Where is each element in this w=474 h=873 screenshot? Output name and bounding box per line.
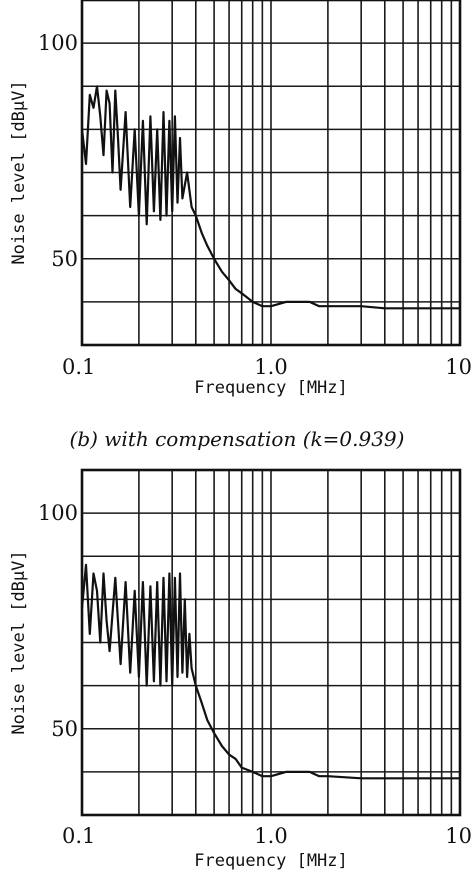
y-gridlines	[82, 512, 460, 773]
y-tick-label: 100	[38, 501, 78, 525]
noise-trace	[80, 85, 460, 310]
y-tick-label: 50	[51, 717, 78, 741]
y-tick-label: 50	[51, 247, 78, 271]
x-axis-label: Frequency [MHz]	[194, 378, 348, 398]
x-tick-label: 0.1	[62, 824, 95, 848]
x-tick-label: 1.0	[254, 824, 287, 848]
chart-a: 0.1 1.0 10 100 50 Frequency [MHz] Noise level …	[9, 0, 472, 398]
x-tick-label: 1.0	[254, 355, 287, 379]
x-axis-label: Frequency [MHz]	[194, 851, 348, 871]
chart-b: 0.1 1.0 10 100 50 Frequency [MHz] Noise level …	[9, 468, 472, 871]
x-tick-label: 10	[445, 824, 472, 848]
noise-trace	[80, 563, 460, 780]
y-tick-label: 100	[38, 31, 78, 55]
y-axis-label: Noise level [dBμV]	[9, 80, 29, 264]
plot-frame	[80, 468, 462, 817]
x-tick-label: 0.1	[62, 355, 95, 379]
y-axis-label: Noise level [dBμV]	[9, 550, 29, 734]
caption-b: (b) with compensation (k=0.939)	[70, 427, 405, 451]
plot-frame	[80, 0, 462, 347]
x-tick-label: 10	[445, 355, 472, 379]
